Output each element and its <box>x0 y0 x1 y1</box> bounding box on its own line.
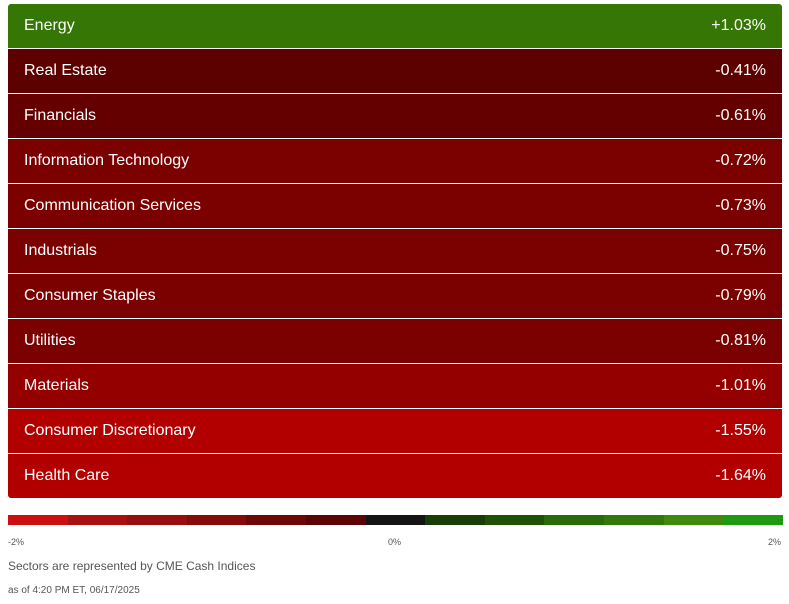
sector-change: -1.55% <box>715 422 766 439</box>
scale-segment <box>723 515 783 525</box>
sector-row[interactable]: Health Care -1.64% <box>8 454 782 498</box>
color-scale-bar <box>8 515 783 525</box>
scale-segment <box>306 515 366 525</box>
sector-row[interactable]: Real Estate -0.41% <box>8 49 782 94</box>
sector-change: -0.72% <box>715 152 766 169</box>
sector-row[interactable]: Industrials -0.75% <box>8 229 782 274</box>
sector-name: Materials <box>24 377 89 394</box>
sector-change: -0.61% <box>715 107 766 124</box>
scale-segment <box>67 515 128 525</box>
sector-name: Information Technology <box>24 152 190 169</box>
scale-segment <box>425 515 485 525</box>
scale-segment <box>8 515 68 525</box>
sector-name: Utilities <box>24 332 76 349</box>
sector-row[interactable]: Utilities -0.81% <box>8 319 782 364</box>
scale-segment <box>127 515 187 525</box>
sector-row[interactable]: Energy +1.03% <box>8 4 782 49</box>
sector-change: -1.01% <box>715 377 766 394</box>
sector-name: Consumer Discretionary <box>24 422 196 439</box>
sector-name: Industrials <box>24 242 97 259</box>
sector-row[interactable]: Financials -0.61% <box>8 94 782 139</box>
sector-performance-list: Energy +1.03% Real Estate -0.41% Financials -… <box>8 4 782 498</box>
scale-segment <box>544 515 605 525</box>
scale-segment <box>246 515 307 525</box>
sector-change: -0.79% <box>715 287 766 304</box>
sector-change: +1.03% <box>711 17 766 34</box>
scale-min-label: -2% <box>8 537 25 547</box>
sector-name: Consumer Staples <box>24 287 156 304</box>
sector-name: Real Estate <box>24 62 107 79</box>
scale-max-label: 2% <box>768 537 782 547</box>
scale-mid-label: 0% <box>388 537 402 547</box>
sector-change: -0.75% <box>715 242 766 259</box>
sector-row[interactable]: Consumer Discretionary -1.55% <box>8 409 782 454</box>
as-of-timestamp: as of 4:20 PM ET, 06/17/2025 <box>8 585 140 596</box>
scale-segment <box>365 515 426 525</box>
sector-change: -0.81% <box>715 332 766 349</box>
sector-change: -0.41% <box>715 62 766 79</box>
sector-name: Energy <box>24 17 75 34</box>
sector-row[interactable]: Consumer Staples -0.79% <box>8 274 782 319</box>
scale-segment <box>663 515 724 525</box>
sector-name: Communication Services <box>24 197 201 214</box>
scale-segment <box>484 515 545 525</box>
source-note: Sectors are represented by CME Cash Indi… <box>8 559 256 573</box>
sector-row[interactable]: Communication Services -0.73% <box>8 184 782 229</box>
sector-row[interactable]: Information Technology -0.72% <box>8 139 782 184</box>
sector-change: -1.64% <box>715 467 766 484</box>
scale-segment <box>186 515 247 525</box>
sector-name: Health Care <box>24 467 110 484</box>
sector-name: Financials <box>24 107 97 124</box>
sector-change: -0.73% <box>715 197 766 214</box>
sector-row[interactable]: Materials -1.01% <box>8 364 782 409</box>
scale-segment <box>604 515 664 525</box>
